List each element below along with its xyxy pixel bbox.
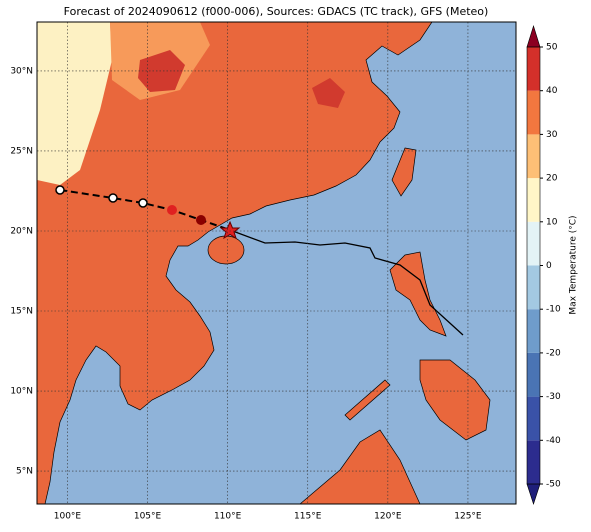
map-title: Forecast of 2024090612 (f000-006), Sourc… [64, 5, 489, 18]
forecast-track [59, 189, 231, 231]
storm-marker [108, 193, 118, 203]
x-tick-label: 125°E [454, 512, 482, 522]
colorbar-tick-label: -50 [546, 480, 561, 490]
map-area [36, 21, 516, 505]
mindanao [419, 359, 491, 441]
x-tick-label: 105°E [134, 512, 162, 522]
colorbar-tick-label: 20 [546, 174, 558, 184]
luzon [389, 251, 447, 337]
colorbar-band [527, 47, 540, 91]
colorbar-tick-label: -40 [546, 436, 561, 446]
y-tick-label: 20°N [10, 226, 33, 236]
colorbar-frame [526, 46, 541, 485]
colorbar-band [527, 396, 540, 441]
cool-highland [37, 22, 112, 185]
colorbar-band [527, 221, 540, 266]
y-tick-label: 15°N [10, 307, 33, 317]
map-frame [36, 21, 517, 505]
y-tick-label: 25°N [10, 146, 33, 156]
colorbar-band [527, 134, 540, 179]
hot-area [138, 50, 185, 92]
colorbar-label: Max Temperature (°C) [569, 215, 579, 314]
colorbar-band [527, 178, 540, 222]
colorbar-tick-label: -20 [546, 348, 561, 358]
mainland [36, 21, 433, 505]
x-tick-label: 115°E [294, 512, 322, 522]
x-tick-label: 100°E [54, 512, 82, 522]
colorbar-band [527, 90, 540, 135]
colorbar-band [527, 265, 540, 310]
storm-marker [196, 215, 206, 225]
hainan [207, 235, 245, 265]
palawan [344, 379, 391, 421]
colorbar-band [527, 352, 540, 397]
colorbar-tick-label: 10 [546, 217, 558, 227]
y-tick-label: 5°N [16, 467, 33, 477]
storm-marker [55, 185, 65, 195]
taiwan [391, 147, 417, 197]
colorbar-tick-label: 50 [546, 43, 558, 53]
colorbar-band [527, 309, 540, 353]
x-tick-label: 120°E [374, 512, 402, 522]
y-tick-label: 30°N [10, 66, 33, 76]
colorbar-extend-high [526, 24, 541, 48]
colorbar-extend-low [526, 483, 541, 505]
storm-marker [167, 205, 177, 215]
storm-marker [138, 198, 148, 208]
colorbar-tick-label: 30 [546, 130, 558, 140]
hot-area [312, 78, 345, 108]
past-track [229, 229, 464, 336]
y-tick-label: 10°N [10, 387, 33, 397]
colorbar-tick-label: 0 [546, 261, 552, 271]
colorbar-tick-label: 40 [546, 86, 558, 96]
colorbar-tick-label: -30 [546, 392, 561, 402]
x-tick-label: 110°E [214, 512, 242, 522]
colorbar-tick-label: -10 [546, 305, 561, 315]
colorbar-band [527, 440, 540, 484]
current-position [219, 220, 241, 240]
